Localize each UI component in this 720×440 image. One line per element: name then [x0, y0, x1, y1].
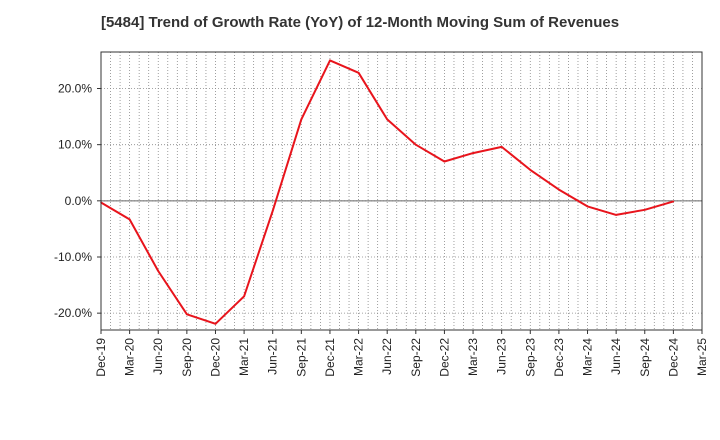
- x-axis: Dec-19 Mar-20 Jun-20 Sep-20 Dec-20 Mar-21 Jun-…: [94, 330, 709, 377]
- x-tick-label: Sep-21: [294, 338, 308, 377]
- x-tick-label: Mar-25: [695, 338, 709, 376]
- gridlines: [100, 52, 703, 330]
- x-tick-label: Dec-24: [666, 338, 680, 377]
- x-tick-label: Dec-21: [323, 338, 337, 377]
- data-point: [357, 71, 360, 74]
- plot-frame: [100, 51, 703, 331]
- y-tick-label: 10.0%: [58, 138, 92, 152]
- x-tick-label: Jun-20: [151, 338, 165, 375]
- x-tick-label: Sep-20: [180, 338, 194, 377]
- x-tick-label: Mar-22: [352, 338, 366, 376]
- x-tick-label: Mar-21: [237, 338, 251, 376]
- x-tick-label: Sep-23: [523, 338, 537, 377]
- data-point: [643, 209, 646, 211]
- data-point: [300, 118, 303, 121]
- x-tick-label: Dec-23: [552, 338, 566, 377]
- data-point: [472, 152, 474, 154]
- data-point: [271, 210, 274, 212]
- data-point: [443, 160, 446, 163]
- data-point: [672, 200, 675, 203]
- data-point: [243, 295, 245, 298]
- data-point: [586, 205, 589, 208]
- x-tick-label: Jun-22: [380, 338, 394, 375]
- data-point: [415, 143, 417, 146]
- x-tick-label: Dec-19: [94, 338, 108, 377]
- plot-area: [101, 52, 702, 330]
- x-tick-label: Dec-20: [208, 338, 222, 377]
- data-point: [558, 188, 560, 191]
- y-tick-label: 0.0%: [65, 194, 93, 208]
- series-layer: [100, 59, 675, 325]
- data-point: [529, 169, 532, 171]
- data-point: [128, 218, 131, 221]
- x-tick-label: Mar-20: [123, 338, 137, 376]
- x-tick-label: Dec-22: [437, 338, 451, 377]
- x-tick-label: Mar-24: [581, 338, 595, 376]
- y-tick-label: -20.0%: [54, 306, 92, 320]
- x-tick-label: Jun-21: [266, 338, 280, 375]
- x-tick-label: Sep-24: [638, 338, 652, 377]
- chart-title: [5484] Trend of Growth Rate (YoY) of 12-…: [100, 14, 620, 31]
- data-point: [615, 214, 617, 216]
- data-point: [329, 59, 331, 62]
- x-tick-label: Sep-22: [409, 338, 423, 377]
- y-tick-label: 20.0%: [58, 82, 92, 96]
- x-tick-label: Jun-24: [609, 338, 623, 375]
- data-point: [500, 146, 503, 148]
- y-tick-label: -10.0%: [54, 250, 92, 264]
- data-point: [157, 270, 160, 272]
- data-point: [214, 323, 217, 325]
- y-axis: -20.0% -10.0% 0.0% 10.0% 20.0%: [54, 82, 101, 320]
- x-tick-label: Jun-23: [495, 338, 509, 375]
- data-point: [186, 313, 188, 316]
- x-tick-label: Mar-23: [466, 338, 480, 376]
- data-point: [386, 118, 388, 121]
